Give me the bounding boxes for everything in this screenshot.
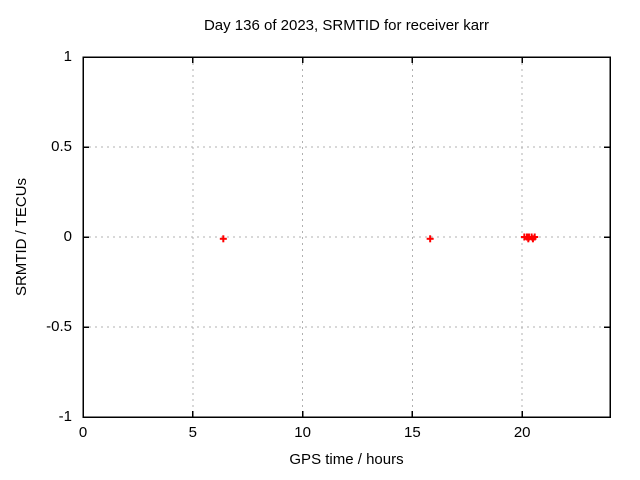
y-tick-label: 1: [63, 48, 72, 65]
data-point-marker: [426, 235, 434, 243]
data-point-marker: [531, 233, 539, 241]
x-tick-label: 20: [513, 424, 531, 441]
x-tick-label: 0: [78, 424, 88, 441]
x-tick-label: 10: [294, 424, 311, 441]
y-tick-label: 0: [63, 228, 72, 245]
x-tick-label: 5: [188, 424, 197, 441]
y-tick-label: 0.5: [51, 138, 72, 155]
y-tick-label: -0.5: [46, 318, 72, 335]
y-tick-label: -1: [58, 408, 72, 425]
x-tick-label: 15: [404, 424, 421, 441]
x-axis-label: GPS time / hours: [289, 451, 404, 468]
data-point-marker: [219, 235, 227, 243]
chart-title: Day 136 of 2023, SRMTID for receiver kar…: [203, 17, 490, 34]
